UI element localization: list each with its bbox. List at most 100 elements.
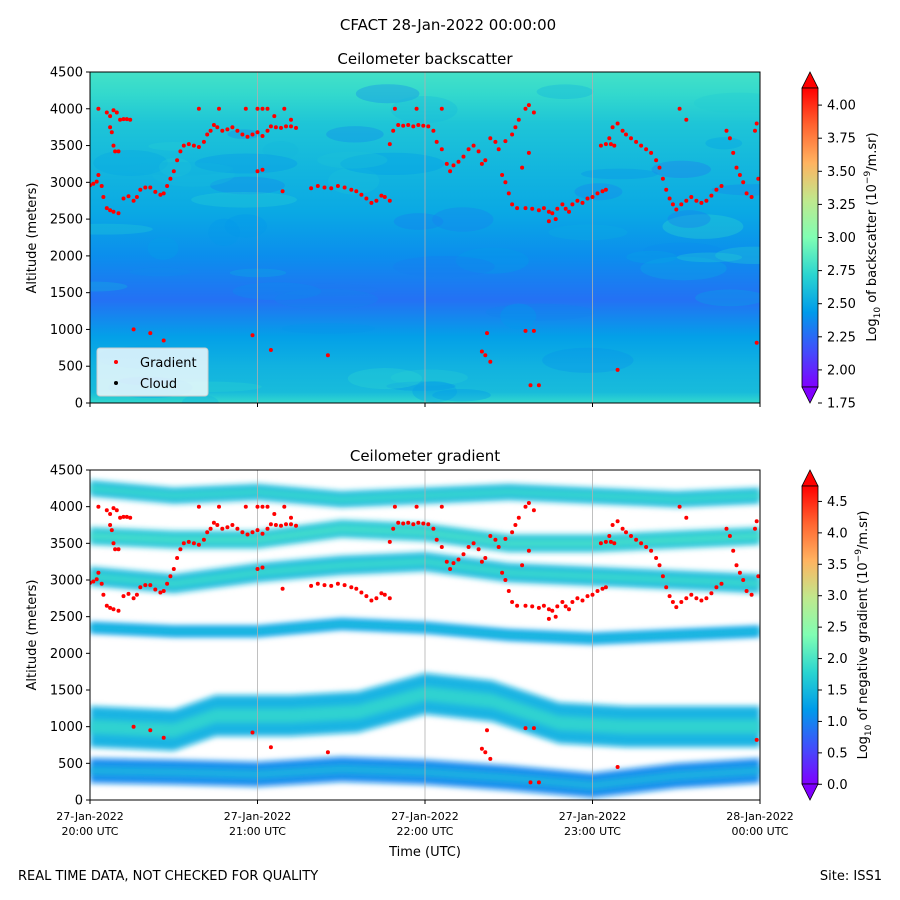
gradient-point (382, 195, 387, 199)
gradient-point (374, 596, 379, 601)
x-tick-time-label: 23:00 UTC (564, 825, 621, 838)
y-tick-label: 3500 (50, 537, 83, 552)
gradient-point (99, 184, 104, 188)
gradient-point (104, 603, 109, 608)
gradient-point (476, 149, 481, 154)
gradient-point (416, 123, 421, 127)
backscatter-texture-blob (273, 283, 378, 297)
x-tick-date-label: 27-Jan-2022 (391, 810, 459, 823)
gradient-point (741, 578, 746, 582)
colorbar-tick-label: 2.0 (827, 652, 848, 667)
gradient-point (426, 522, 431, 527)
gradient-point (615, 367, 620, 372)
gradient-point (414, 106, 419, 111)
colorbar-tick-label: 1.75 (827, 397, 856, 412)
y-tick-label: 1500 (50, 286, 83, 301)
gradient-point (461, 552, 466, 557)
gradient-point (421, 521, 426, 526)
gradient-point (268, 348, 273, 352)
gradient-point (118, 515, 123, 520)
gradient-point (724, 526, 729, 531)
gradient-point (451, 561, 456, 566)
gradient-point (531, 328, 536, 333)
gradient-point (109, 528, 114, 533)
gradient-point (113, 547, 118, 552)
gradient-point (749, 592, 754, 597)
backscatter-texture-blob (693, 92, 760, 114)
gradient-point (679, 202, 684, 207)
gradient-point (754, 121, 759, 126)
gradient-point (289, 515, 293, 520)
gradient-point (479, 161, 484, 166)
gradient-point (737, 570, 742, 575)
gradient-point (439, 545, 444, 549)
gradient-point (282, 504, 287, 509)
gradient-point (595, 589, 600, 593)
backscatter-texture-blob (581, 168, 658, 180)
gradient-point (121, 117, 126, 122)
gradient-point (526, 103, 531, 108)
y-tick-label: 4500 (50, 66, 83, 81)
gradient-point (186, 539, 191, 544)
backscatter-colorbar-top-arrow (801, 71, 819, 89)
gradient-point (689, 592, 694, 597)
gradient-point (421, 123, 426, 128)
gradient-point (255, 504, 260, 509)
gradient-point (719, 184, 724, 188)
gradient-point (531, 110, 536, 115)
gradient-point (161, 191, 166, 196)
gradient-point (483, 750, 488, 755)
gradient-point (719, 581, 724, 586)
colorbar-tick-label: 3.5 (827, 558, 848, 573)
legend-cloud-marker (114, 381, 118, 385)
gradient-point (148, 331, 153, 336)
gradient-point (528, 780, 533, 785)
backscatter-colorbar-label: Log10 of backscatter (10−9/m.sr) (863, 132, 883, 341)
gradient-point (158, 590, 163, 595)
y-tick-label: 2000 (50, 249, 83, 264)
gradient-point (108, 605, 113, 610)
gradient-point (255, 567, 260, 571)
gradient-point (279, 125, 283, 130)
gradient-point (201, 537, 206, 542)
gradient-point (158, 192, 163, 197)
gradient-point (488, 136, 493, 141)
gradient-point (644, 147, 649, 152)
gradient-point (250, 132, 255, 137)
gradient-point (466, 147, 471, 152)
gradient-point (104, 508, 109, 513)
gradient-point (727, 534, 732, 538)
gradient-point (563, 604, 568, 609)
gradient-point (620, 526, 625, 531)
gradient-point (434, 139, 439, 144)
gradient-point (205, 132, 210, 137)
gradient-point (124, 117, 129, 122)
gradient-point (196, 106, 201, 111)
colorbar-tick-label: 3.00 (827, 231, 856, 246)
gradient-point (265, 128, 270, 133)
gradient-point (148, 583, 153, 588)
gradient-point (709, 591, 714, 596)
gradient-point (322, 583, 327, 588)
gradient-point (709, 193, 714, 198)
gradient-point (510, 530, 515, 535)
gradient-point (516, 117, 521, 122)
gradient-point (753, 128, 757, 133)
backscatter-texture-blob (500, 303, 537, 330)
gradient-point (749, 195, 754, 199)
gradient-point (364, 196, 369, 201)
gradient-point (401, 521, 406, 526)
gradient-point (684, 596, 689, 601)
gradient-point (510, 202, 515, 207)
gradient-point (503, 536, 508, 541)
gradient-point (689, 195, 694, 199)
gradient-point (250, 530, 255, 535)
gradient-point (724, 128, 729, 133)
gradient-point (171, 567, 176, 571)
legend-box (96, 347, 209, 397)
gradient-point (131, 198, 136, 203)
gradient-point (379, 591, 384, 596)
gradient-point (510, 600, 515, 604)
gradient-point (567, 209, 571, 214)
gradient-point (615, 765, 620, 769)
